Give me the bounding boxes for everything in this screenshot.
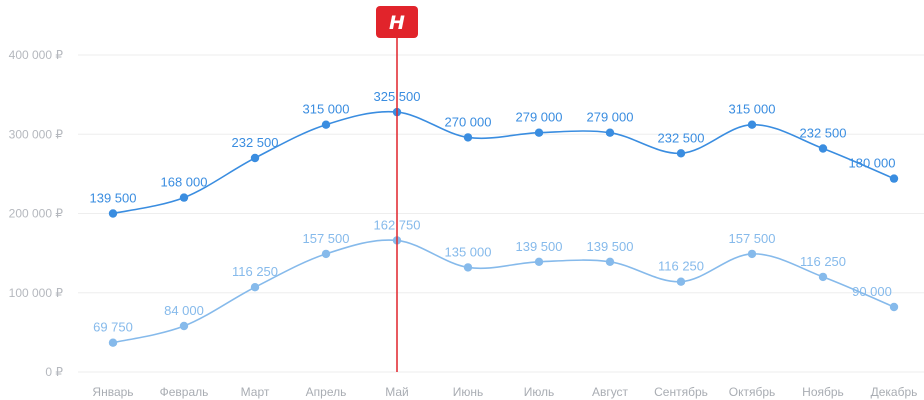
data-label: 139 500 (587, 239, 634, 254)
data-label: 84 000 (164, 303, 204, 318)
data-point[interactable] (676, 149, 686, 158)
data-point[interactable] (747, 249, 757, 259)
highlight-badge-text: H (389, 12, 405, 34)
data-point[interactable] (321, 249, 331, 259)
data-point[interactable] (463, 263, 473, 272)
data-label: 232 500 (232, 135, 279, 150)
x-tick-label: Октябрь (729, 385, 776, 399)
y-tick-label: 100 000 ₽ (9, 286, 64, 300)
data-point[interactable] (463, 133, 473, 142)
x-tick-label: Апрель (306, 385, 347, 399)
data-label: 232 500 (658, 130, 705, 145)
data-point[interactable] (250, 283, 260, 292)
data-label: 279 000 (587, 110, 634, 125)
data-label: 139 500 (90, 191, 137, 206)
y-axis-ticks: 0 ₽ 100 000 ₽ 200 000 ₽ 300 000 ₽ 400 000 ₽ (9, 48, 64, 379)
y-tick-label: 300 000 ₽ (9, 127, 64, 141)
data-label: 232 500 (800, 126, 847, 141)
y-tick-label: 400 000 ₽ (9, 48, 64, 62)
data-point[interactable] (818, 272, 828, 282)
x-tick-label: Май (385, 385, 409, 399)
data-point[interactable] (818, 144, 828, 153)
series-line (112, 110, 895, 215)
data-label: 139 500 (516, 239, 563, 254)
y-tick-label: 200 000 ₽ (9, 207, 64, 221)
x-tick-label: Ноябрь (802, 385, 844, 399)
data-point[interactable] (179, 321, 189, 331)
data-label: 90 000 (852, 284, 892, 299)
data-point[interactable] (534, 128, 544, 137)
x-tick-label: Январь (92, 385, 133, 399)
data-label: 279 000 (516, 110, 563, 125)
x-tick-label: Март (241, 385, 270, 399)
data-label: 135 000 (445, 244, 492, 259)
x-tick-label: Август (592, 385, 629, 399)
data-label: 157 500 (729, 231, 776, 246)
data-label: 315 000 (729, 102, 776, 117)
series-line (112, 239, 895, 344)
data-point[interactable] (747, 120, 757, 129)
y-tick-label: 0 ₽ (45, 365, 63, 379)
data-point[interactable] (321, 120, 331, 129)
x-tick-label: Июнь (453, 385, 484, 399)
x-tick-label: Сентябрь (654, 385, 708, 399)
x-tick-label: Февраль (160, 385, 209, 399)
data-label: 270 000 (445, 114, 492, 129)
data-point[interactable] (179, 193, 189, 202)
data-point[interactable] (250, 153, 260, 163)
data-point[interactable] (108, 209, 118, 218)
highlight-badge[interactable] (376, 6, 418, 38)
data-point[interactable] (605, 257, 615, 266)
data-point[interactable] (889, 302, 899, 312)
data-label: 157 500 (303, 231, 350, 246)
data-label: 168 000 (161, 175, 208, 190)
grid-lines (78, 54, 924, 373)
x-axis-ticks: Январь Февраль Март Апрель Май Июнь Июль Август… (92, 385, 917, 399)
data-label: 180 000 (849, 156, 896, 171)
data-point[interactable] (534, 257, 544, 266)
data-point[interactable] (889, 174, 899, 183)
data-label: 116 250 (658, 259, 704, 274)
data-label: 116 250 (232, 264, 278, 279)
x-tick-label: Декабрь (871, 385, 918, 399)
data-point[interactable] (676, 277, 686, 286)
data-point[interactable] (605, 128, 615, 137)
x-tick-label: Июль (524, 385, 555, 399)
data-label: 315 000 (303, 102, 350, 117)
highlight-marker: H (376, 6, 418, 372)
data-point[interactable] (108, 338, 118, 347)
data-label: 69 750 (93, 320, 133, 335)
data-label: 116 250 (800, 254, 846, 269)
